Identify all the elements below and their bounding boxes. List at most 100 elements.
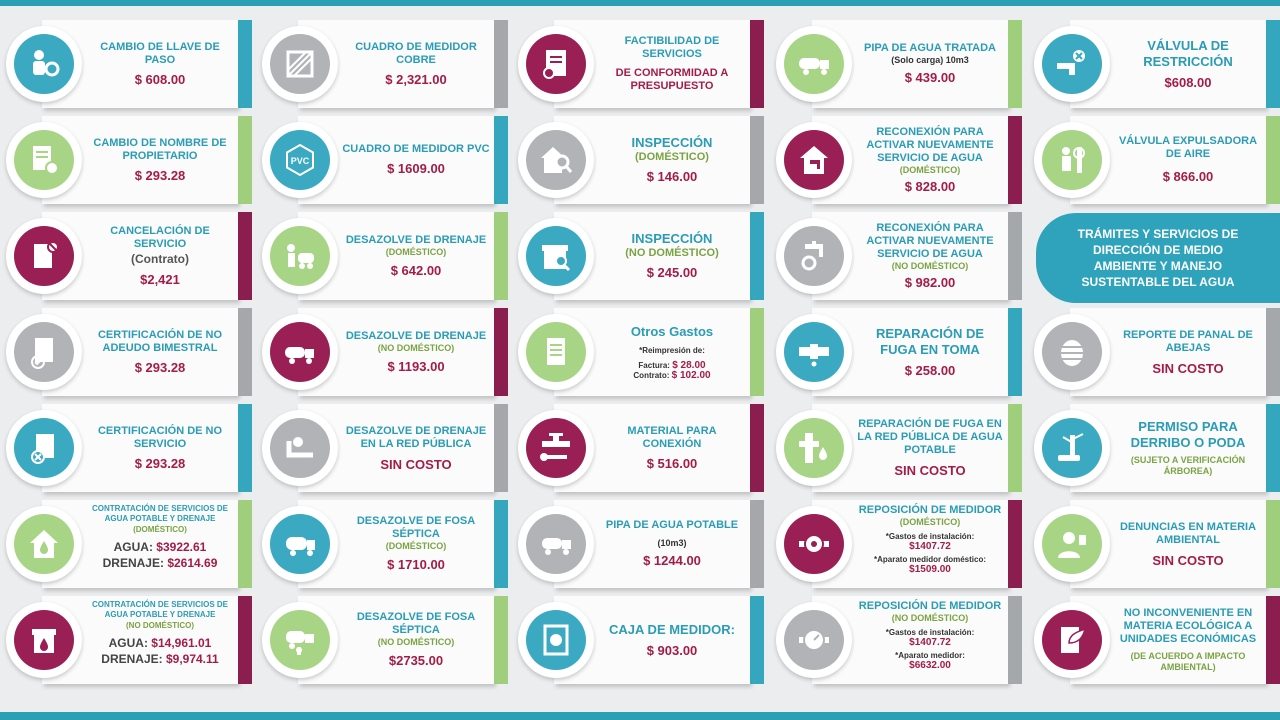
card-title: DESAZOLVE DE DRENAJE: [345, 329, 487, 342]
card-inspeccion-no-domestico[interactable]: INSPECCIÓN (NO DOMÉSTICO) $ 245.00: [516, 212, 764, 300]
pvc-hexagon-icon: PVC: [270, 130, 330, 190]
card-price: $ 516.00: [646, 455, 698, 471]
card-price: $2735.00: [388, 653, 444, 668]
card-derribo-poda[interactable]: PERMISO PARA DERRIBO O PODA (SUJETO A VER…: [1032, 404, 1280, 492]
card-subtitle: (DE ACUERDO A IMPACTO AMBIENTAL): [1130, 651, 1246, 672]
agua-label: AGUA:: [113, 540, 153, 554]
truck-worker-icon: [270, 610, 330, 670]
card-cancelacion[interactable]: CANCELACIÓN DE SERVICIO (Contrato) $2,421: [4, 212, 252, 300]
aparato-price: $1509.00: [909, 564, 951, 575]
card-subtitle: (NO DOMÉSTICO): [891, 260, 969, 271]
card-price: $ 608.00: [134, 71, 186, 87]
document-user-icon: [14, 130, 74, 190]
section-ribbon: TRÁMITES Y SERVICIOS DE DIRECCIÓN DE MED…: [1036, 213, 1280, 303]
document-cancel-icon: [14, 226, 74, 286]
card-title: REPOSICIÓN DE MEDIDOR: [858, 600, 1002, 612]
card-price: SIN COSTO: [1152, 552, 1224, 568]
person-report-icon: [1042, 514, 1102, 574]
house-magnifier-icon: [526, 130, 586, 190]
pipe-shower-icon: [270, 418, 330, 478]
card-medidor-pvc[interactable]: PVC CUADRO DE MEDIDOR PVC $ 1609.00: [260, 116, 508, 204]
card-contratacion-no-domestico[interactable]: CONTRATACIÓN DE SERVICIOS DE AGUA POTABL…: [4, 596, 252, 684]
tank-truck-icon: [270, 514, 330, 574]
card-price: $ 245.00: [646, 265, 698, 280]
card-title: PERMISO PARA DERRIBO O PODA: [1130, 419, 1246, 450]
card-reposicion-no-domestico[interactable]: REPOSICIÓN DE MEDIDOR (NO DOMÉSTICO) *Gas…: [774, 596, 1022, 684]
pvc-icon-label: PVC: [291, 156, 310, 166]
instalacion-price: $1407.72: [909, 541, 951, 552]
card-title: REPOSICIÓN DE MEDIDOR: [858, 504, 1002, 516]
card-no-inconveniente[interactable]: NO INCONVENIENTE EN MATERIA ECOLÓGICA A …: [1032, 596, 1280, 684]
meter-box-icon: [526, 610, 586, 670]
card-title: CUADRO DE MEDIDOR COBRE: [355, 40, 477, 66]
card-price: $ 293.28: [134, 167, 186, 183]
card-pipa-tratada[interactable]: PIPA DE AGUA TRATADA (Solo carga) 10m3 $ 4…: [774, 20, 1022, 108]
card-denuncias[interactable]: DENUNCIAS EN MATERIA AMBIENTAL SIN COSTO: [1032, 500, 1280, 588]
card-valvula-restriccion[interactable]: VÁLVULA DE RESTRICCIÓN $608.00: [1032, 20, 1280, 108]
card-desazolve-red-publica[interactable]: DESAZOLVE DE DRENAJE EN LA RED PÚBLICA SI…: [260, 404, 508, 492]
card-desazolve-drenaje-no-domestico[interactable]: DESAZOLVE DE DRENAJE (NO DOMÉSTICO) $ 1193…: [260, 308, 508, 396]
card-valvula-expulsadora[interactable]: VÁLVULA EXPULSADORA DE AIRE $ 866.00: [1032, 116, 1280, 204]
card-reposicion-domestico[interactable]: REPOSICIÓN DE MEDIDOR (DOMÉSTICO) *Gastos…: [774, 500, 1022, 588]
card-cambio-nombre[interactable]: CAMBIO DE NOMBRE DE PROPIETARIO $ 293.28: [4, 116, 252, 204]
card-reconexion-no-domestico[interactable]: RECONEXIÓN PARA ACTIVAR NUEVAMENTE SERVI…: [774, 212, 1022, 300]
card-price: $ 1244.00: [643, 553, 701, 568]
top-bar: [0, 0, 1280, 6]
card-price: $ 828.00: [904, 178, 956, 194]
agua-price: $3922.61: [156, 540, 207, 554]
card-material-conexion[interactable]: MATERIAL PARA CONEXIÓN $ 516.00: [516, 404, 764, 492]
card-desazolve-drenaje-domestico[interactable]: DESAZOLVE DE DRENAJE (DOMÉSTICO) $ 642.00: [260, 212, 508, 300]
card-factibilidad[interactable]: FACTIBILIDAD DE SERVICIOS DE CONFORMIDAD …: [516, 20, 764, 108]
card-fuga-toma[interactable]: REPARACIÓN DE FUGA EN TOMA $ 258.00: [774, 308, 1022, 396]
card-title: DESAZOLVE DE FOSA SÉPTICA: [356, 515, 476, 540]
card-reconexion-domestico[interactable]: RECONEXIÓN PARA ACTIVAR NUEVAMENTE SERVI…: [774, 116, 1022, 204]
ribbon-title: TRÁMITES Y SERVICIOS DE DIRECCIÓN DE MED…: [1077, 227, 1239, 289]
card-fuga-red-publica[interactable]: REPARACIÓN DE FUGA EN LA RED PÚBLICA DE …: [774, 404, 1022, 492]
card-subtitle: (NO DOMÉSTICO): [377, 637, 455, 647]
water-meter-icon: [784, 514, 844, 574]
factura-price: $ 28.00: [672, 359, 706, 371]
card-price: SIN COSTO: [380, 456, 452, 472]
card-title: DESAZOLVE DE DRENAJE: [345, 233, 487, 246]
card-no-servicio[interactable]: CERTIFICACIÓN DE NO SERVICIO $ 293.28: [4, 404, 252, 492]
card-title: DESAZOLVE DE FOSA SÉPTICA: [356, 611, 476, 636]
card-fosa-septica-no-domestico[interactable]: DESAZOLVE DE FOSA SÉPTICA (NO DOMÉSTICO) $…: [260, 596, 508, 684]
card-otros-gastos[interactable]: Otros Gastos *Reimpresión de: Factura: $…: [516, 308, 764, 396]
card-price: $ 1609.00: [387, 161, 445, 176]
card-price: SIN COSTO: [1152, 360, 1224, 376]
card-title: CANCELACIÓN DE SERVICIO: [110, 224, 210, 250]
card-medidor-cobre[interactable]: CUADRO DE MEDIDOR COBRE $ 2,321.00: [260, 20, 508, 108]
aparato-price: $6632.00: [909, 660, 951, 671]
card-title: CAJA DE MEDIDOR:: [609, 621, 735, 637]
card-pipa-potable[interactable]: PIPA DE AGUA POTABLE (10m3) $ 1244.00: [516, 500, 764, 588]
beehive-icon: [1042, 322, 1102, 382]
card-cambio-llave[interactable]: CAMBIO DE LLAVE DE PASO $ 608.00: [4, 20, 252, 108]
card-price: $608.00: [1164, 74, 1212, 90]
card-panal-abejas[interactable]: REPORTE DE PANAL DE ABEJAS SIN COSTO: [1032, 308, 1280, 396]
card-price: $2,421: [140, 271, 180, 287]
card-title: REPARACIÓN DE FUGA EN TOMA: [875, 325, 985, 357]
plumber-icon: [14, 34, 74, 94]
services-grid: CAMBIO DE LLAVE DE PASO $ 608.00 CAMBIO D…: [0, 20, 1280, 700]
card-price: $ 293.28: [134, 359, 186, 375]
card-fosa-septica-domestico[interactable]: DESAZOLVE DE FOSA SÉPTICA (DOMÉSTICO) $ 17…: [260, 500, 508, 588]
aparato-label: *Aparato medidor doméstico:: [873, 555, 986, 564]
bottom-bar: [0, 712, 1280, 720]
card-no-adeudo[interactable]: CERTIFICACIÓN DE NO ADEUDO BIMESTRAL $ 29…: [4, 308, 252, 396]
card-title: NO INCONVENIENTE EN MATERIA ECOLÓGICA A …: [1119, 607, 1257, 645]
card-price: $ 293.28: [134, 455, 186, 471]
certificate-x-icon: [14, 418, 74, 478]
card-inspeccion-domestico[interactable]: INSPECCIÓN (DOMÉSTICO) $ 146.00: [516, 116, 764, 204]
card-subtitle: (DOMÉSTICO): [133, 525, 187, 534]
house-faucet-icon: [784, 130, 844, 190]
card-title: CERTIFICACIÓN DE NO ADEUDO BIMESTRAL: [97, 328, 223, 354]
document-icon: [526, 322, 586, 382]
card-price: $ 903.00: [646, 642, 698, 658]
card-title: RECONEXIÓN PARA ACTIVAR NUEVAMENTE SERVI…: [866, 221, 994, 260]
card-contratacion-domestico[interactable]: CONTRATACIÓN DE SERVICIOS DE AGUA POTABL…: [4, 500, 252, 588]
card-caja-medidor[interactable]: CAJA DE MEDIDOR: $ 903.00: [516, 596, 764, 684]
store-drop-icon: [14, 610, 74, 670]
card-title: PIPA DE AGUA POTABLE: [605, 519, 739, 531]
card-price: $ 1193.00: [387, 358, 445, 374]
instalacion-label: *Gastos de instalación:: [885, 628, 975, 637]
